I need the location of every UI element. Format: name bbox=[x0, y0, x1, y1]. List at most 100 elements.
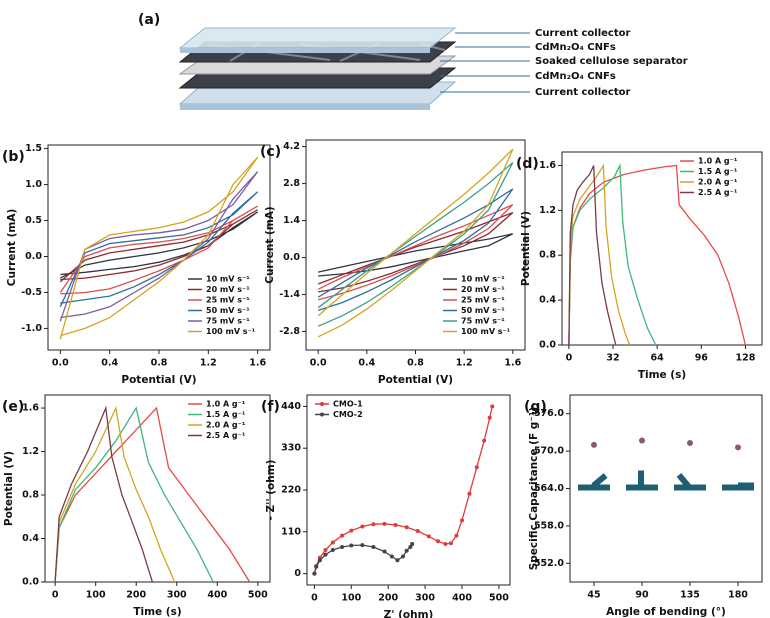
legend-label: 100 mV s⁻¹ bbox=[206, 327, 256, 336]
panel-label: (c) bbox=[260, 144, 281, 160]
x-tick-label: 45 bbox=[587, 590, 600, 601]
series-marker bbox=[349, 543, 354, 548]
y-axis-label: Current (mA) bbox=[264, 206, 276, 283]
y-tick-label: 1.6 bbox=[22, 403, 39, 414]
bending-icon bbox=[722, 482, 754, 491]
panel-label: (f) bbox=[261, 399, 280, 415]
series-marker bbox=[314, 564, 319, 569]
y-tick-label: 0.4 bbox=[22, 533, 39, 544]
series-marker bbox=[389, 554, 394, 559]
legend-label: 50 mV s⁻¹ bbox=[461, 306, 505, 315]
plot-frame bbox=[561, 151, 763, 346]
x-tick-label: 300 bbox=[167, 590, 187, 601]
legend-label: 10 mV s⁻¹ bbox=[461, 275, 505, 284]
y-tick-label: 0.0 bbox=[283, 252, 300, 263]
x-tick-label: 64 bbox=[651, 353, 665, 364]
legend-label: 50 mV s⁻¹ bbox=[206, 306, 250, 315]
series-marker bbox=[482, 438, 487, 443]
series-marker bbox=[360, 524, 365, 529]
y-tick-label: -2.8 bbox=[279, 326, 300, 337]
data-point bbox=[639, 437, 645, 444]
y-tick-label: 558.0 bbox=[534, 520, 564, 531]
series-marker bbox=[330, 548, 335, 553]
series-marker bbox=[474, 465, 479, 470]
y-tick-label: 564.0 bbox=[534, 483, 564, 494]
legend-label: 2.5 A g⁻¹ bbox=[698, 188, 738, 197]
legend-label: 10 mV s⁻¹ bbox=[206, 275, 250, 284]
y-axis-label: Specific Capacitance (F g⁻¹) bbox=[528, 407, 540, 571]
y-tick-label: 0.0 bbox=[539, 340, 556, 351]
series-marker bbox=[393, 522, 398, 527]
layer-label: Current collector bbox=[535, 87, 630, 98]
y-tick-label: 440 bbox=[281, 401, 301, 412]
icon-base bbox=[626, 484, 658, 491]
y-tick-label: 0.0 bbox=[25, 251, 42, 262]
y-tick-label: 0 bbox=[294, 568, 301, 579]
label-arrows bbox=[440, 32, 530, 93]
series-marker bbox=[448, 541, 453, 546]
x-tick-label: 90 bbox=[635, 590, 649, 601]
legend-label: 2.5 A g⁻¹ bbox=[206, 431, 246, 440]
series-marker bbox=[410, 541, 415, 546]
bending-icon bbox=[578, 473, 610, 491]
panel-label: (d) bbox=[516, 156, 539, 172]
series-marker bbox=[404, 548, 409, 553]
panel-label: (a) bbox=[138, 12, 160, 28]
bending-icon bbox=[674, 472, 706, 491]
x-tick-label: 32 bbox=[606, 353, 619, 364]
legend-label: 1.5 A g⁻¹ bbox=[698, 167, 738, 176]
data-point bbox=[591, 441, 597, 448]
series-line bbox=[54, 406, 214, 583]
x-tick-label: 0.0 bbox=[310, 358, 327, 369]
x-tick-label: 200 bbox=[378, 593, 398, 604]
series-line bbox=[318, 233, 514, 277]
series-marker bbox=[404, 525, 409, 530]
legend-label: 1.5 A g⁻¹ bbox=[206, 410, 246, 419]
y-tick-label: 4.2 bbox=[283, 141, 300, 152]
series-marker bbox=[490, 404, 495, 409]
legend-label: CMO-2 bbox=[333, 410, 363, 419]
series-marker bbox=[330, 540, 335, 545]
x-axis-label: Z' (ohm) bbox=[384, 609, 434, 618]
y-tick-label: 1.2 bbox=[539, 205, 556, 216]
x-tick-label: 400 bbox=[207, 590, 227, 601]
legend-label: 2.0 A g⁻¹ bbox=[698, 178, 738, 187]
y-tick-label: 0.8 bbox=[539, 250, 556, 261]
y-tick-label: -1.0 bbox=[21, 323, 42, 334]
series-line bbox=[59, 156, 259, 340]
y-axis-label: Potential (V) bbox=[3, 451, 15, 526]
y-tick-label: 0.0 bbox=[22, 577, 39, 588]
icon-arm bbox=[591, 473, 608, 489]
x-tick-label: 200 bbox=[126, 590, 146, 601]
legend-marker bbox=[320, 402, 324, 406]
data-point bbox=[687, 439, 693, 446]
panel-label: (e) bbox=[2, 399, 24, 415]
plot-frame bbox=[44, 394, 271, 583]
panel-label: (g) bbox=[524, 399, 547, 415]
series-marker bbox=[371, 545, 376, 549]
x-tick-label: 0 bbox=[311, 593, 318, 604]
legend-label: 100 mV s⁻¹ bbox=[461, 327, 511, 336]
series-marker bbox=[467, 491, 472, 496]
x-tick-label: 500 bbox=[489, 593, 509, 604]
series-marker bbox=[460, 518, 465, 523]
collector-layer bbox=[178, 27, 457, 49]
series-marker bbox=[382, 521, 387, 526]
legend-label: 75 mV s⁻¹ bbox=[206, 317, 250, 326]
y-tick-label: 2.8 bbox=[283, 178, 300, 189]
layer-stack bbox=[178, 27, 457, 110]
data-point bbox=[735, 444, 741, 451]
x-tick-label: 96 bbox=[695, 353, 709, 364]
schematic: (a) Current collector CdMn₂O₄ CNFs Soake… bbox=[138, 12, 688, 110]
series-line bbox=[568, 163, 631, 346]
legend-label: 20 mV s⁻¹ bbox=[461, 285, 505, 294]
x-axis-label: Time (s) bbox=[133, 606, 181, 618]
series-line bbox=[59, 205, 259, 295]
icon-base bbox=[674, 484, 706, 491]
x-tick-label: 300 bbox=[415, 593, 435, 604]
series-line bbox=[568, 162, 657, 346]
x-tick-label: 100 bbox=[86, 590, 106, 601]
x-tick-label: 0.4 bbox=[101, 358, 118, 369]
series-line bbox=[317, 162, 514, 327]
x-tick-label: 1.2 bbox=[456, 358, 473, 369]
